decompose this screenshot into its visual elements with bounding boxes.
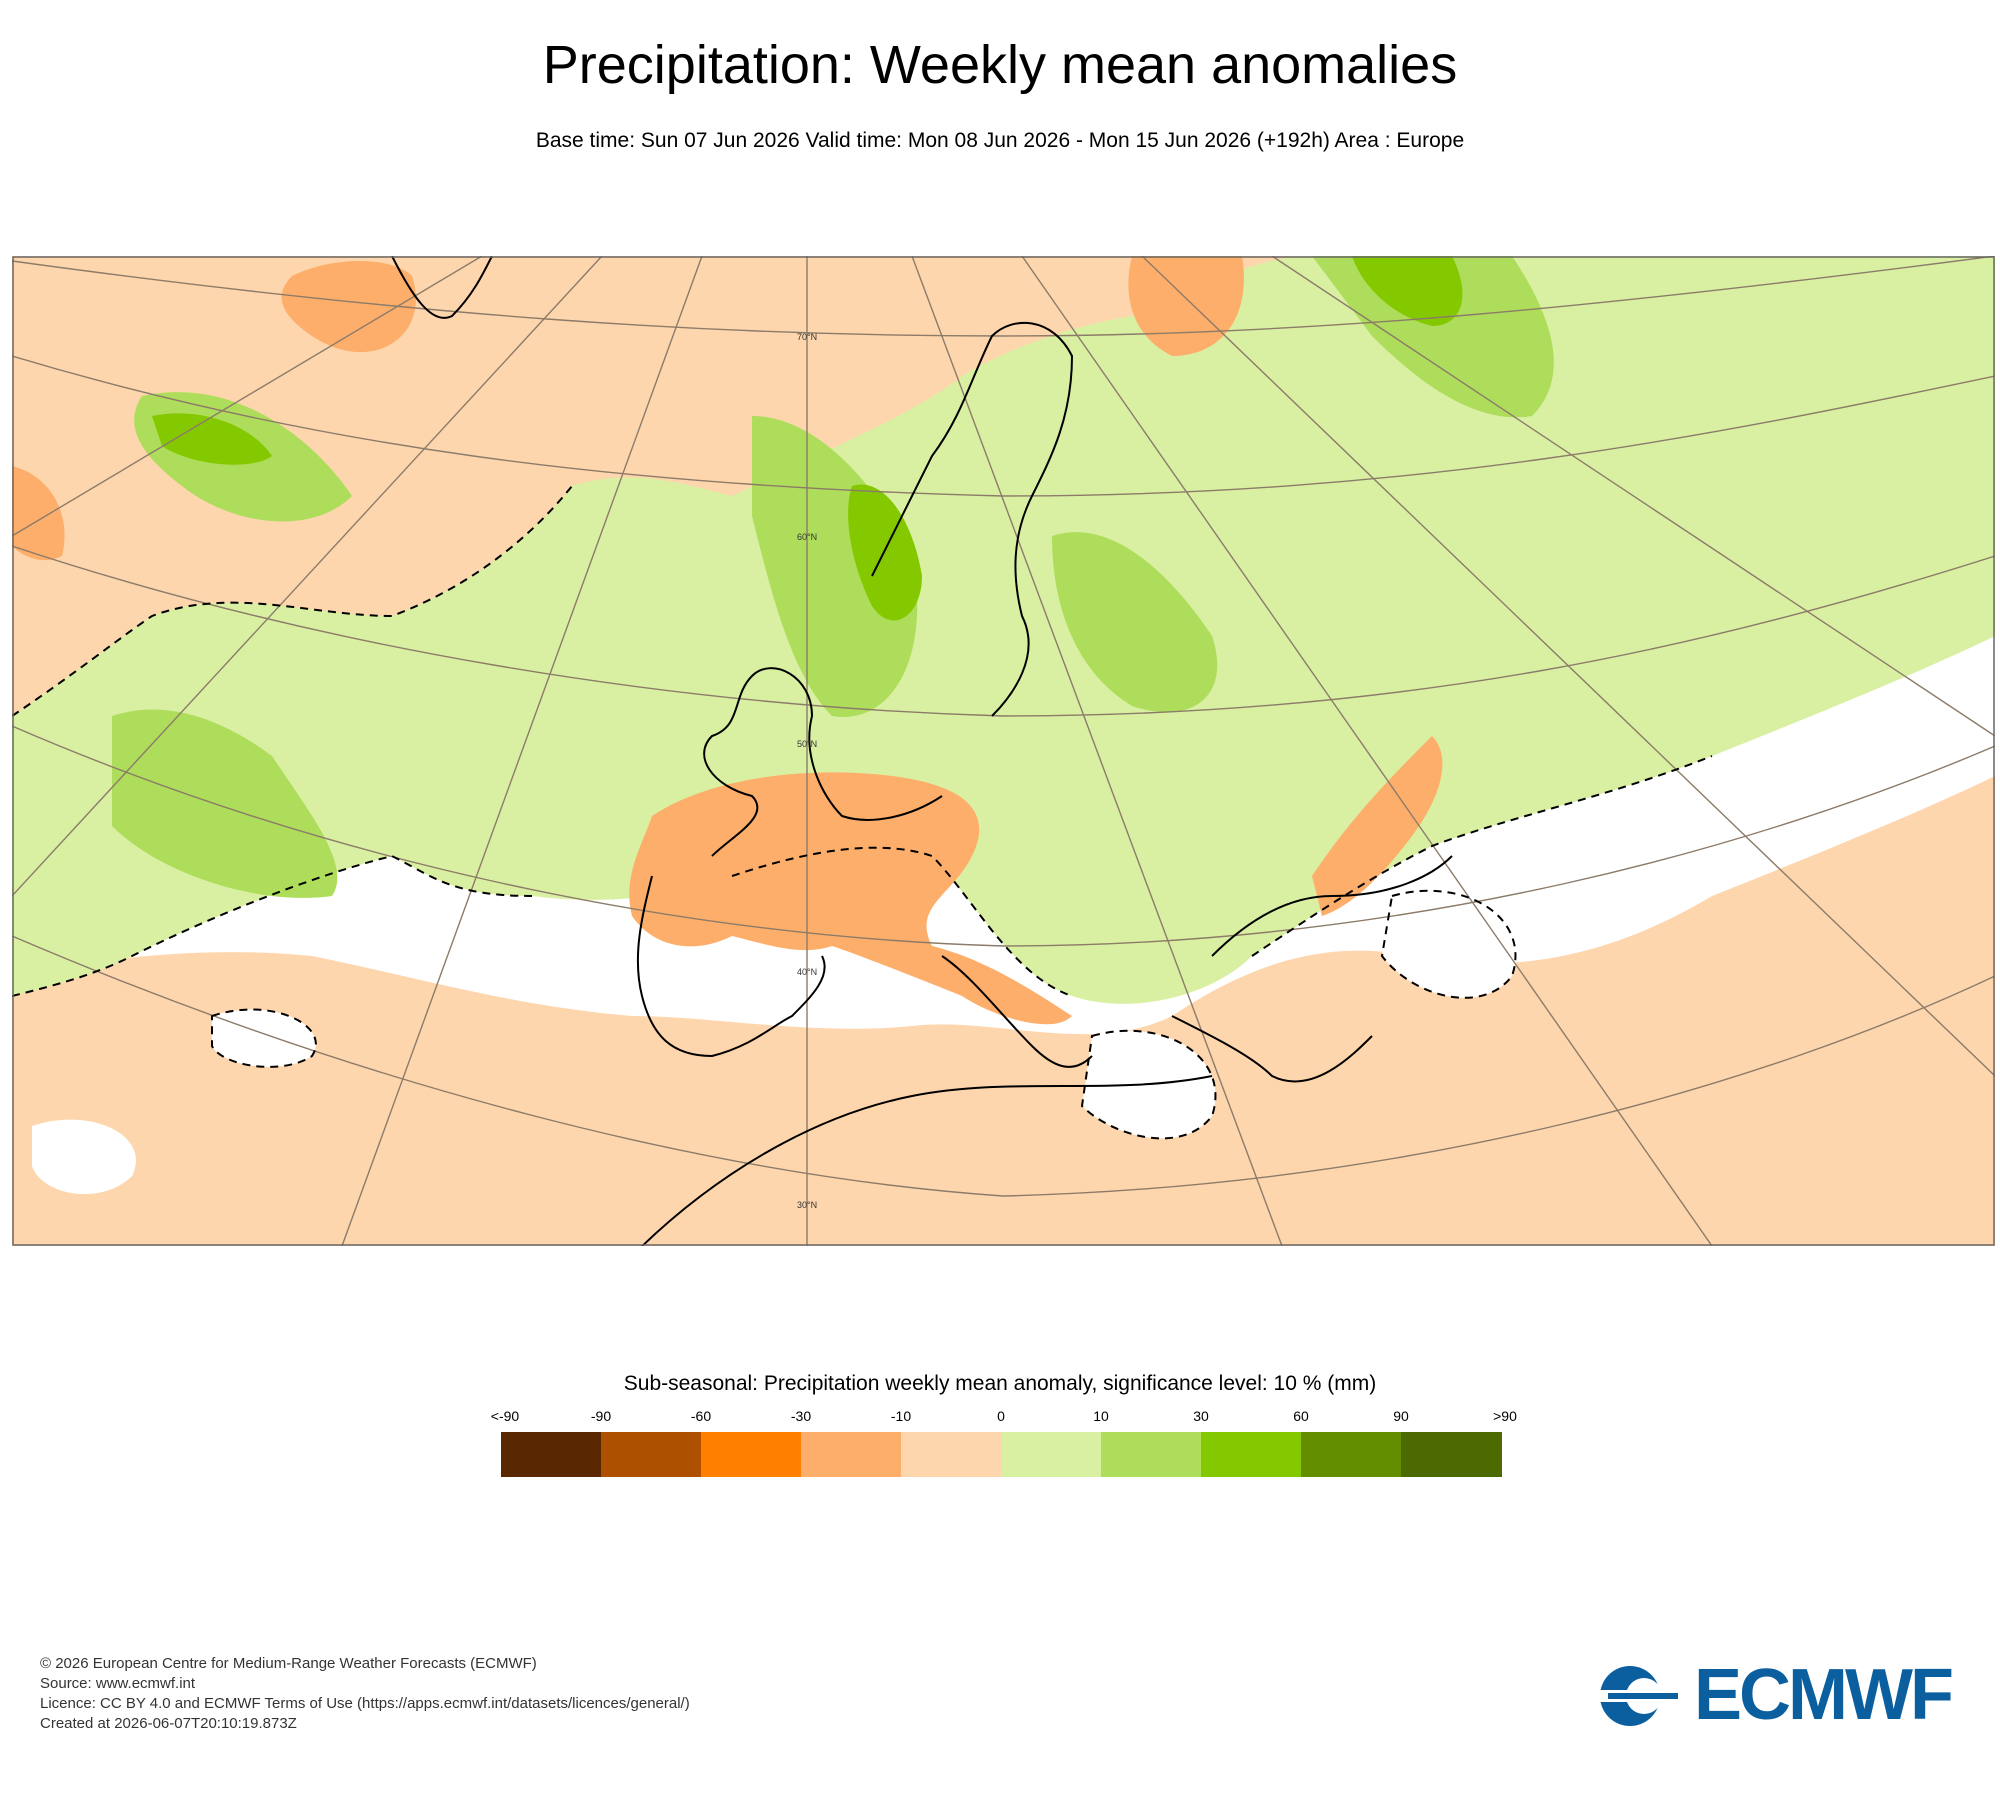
legend-tick: -60 (690, 1408, 712, 1424)
lat-label-50: 50°N (797, 739, 817, 749)
chart-subtitle: Base time: Sun 07 Jun 2026 Valid time: M… (535, 129, 1465, 152)
lat-label-60: 60°N (797, 532, 817, 542)
legend-tick: 30 (1193, 1408, 1209, 1424)
legend-tick: <-90 (490, 1408, 520, 1424)
legend-tick: >90 (1493, 1408, 1517, 1424)
copyright-text: © 2026 European Centre for Medium-Range … (40, 1655, 537, 1672)
legend-title: Sub-seasonal: Precipitation weekly mean … (623, 1372, 1377, 1395)
anomaly-map: 70°N 60°N 50°N 40°N 30°N (12, 256, 1995, 1246)
latitude-labels: 70°N 60°N 50°N 40°N 30°N (797, 332, 817, 1210)
wet-anomaly-region (1352, 256, 1463, 326)
legend-swatch (1301, 1432, 1402, 1477)
legend-tick: 60 (1293, 1408, 1309, 1424)
source-text: Source: www.ecmwf.int (40, 1675, 196, 1692)
neutral-region (32, 1119, 136, 1195)
graticule (12, 256, 1995, 1246)
footer-credits: © 2026 European Centre for Medium-Range … (40, 1654, 690, 1734)
legend-tick: -10 (890, 1408, 912, 1424)
wet-anomaly-region (752, 416, 918, 717)
lat-label-40: 40°N (797, 967, 817, 977)
legend-swatch (1101, 1432, 1202, 1477)
neutral-region (212, 1009, 316, 1067)
dry-anomaly-region (281, 261, 416, 353)
lat-label-70: 70°N (797, 332, 817, 342)
legend-swatch (1201, 1432, 1302, 1477)
legend-tick: 90 (1393, 1408, 1409, 1424)
legend-swatch (501, 1432, 602, 1477)
legend-swatch (901, 1432, 1002, 1477)
legend-swatch (1001, 1432, 1102, 1477)
created-text: Created at 2026-06-07T20:10:19.873Z (40, 1715, 297, 1732)
legend-swatch (601, 1432, 702, 1477)
lat-label-30: 30°N (797, 1200, 817, 1210)
wet-anomaly-region (152, 413, 272, 465)
legend-tick: 10 (1093, 1408, 1109, 1424)
wet-anomaly-region (848, 484, 922, 621)
neutral-region (1382, 890, 1516, 998)
wet-anomaly-region (1052, 532, 1218, 713)
wet-anomaly-region (12, 256, 1995, 1004)
wet-anomaly-region (1312, 256, 1554, 418)
legend-swatch (701, 1432, 802, 1477)
licence-text: Licence: CC BY 4.0 and ECMWF Terms of Us… (40, 1695, 690, 1712)
legend-tick: 0 (997, 1408, 1005, 1424)
dry-anomaly-region (1312, 736, 1443, 916)
legend-tick: -30 (790, 1408, 812, 1424)
dry-anomaly-region (12, 466, 65, 561)
wet-anomaly-region (112, 709, 338, 898)
map-frame (12, 256, 1995, 1246)
coastlines (391, 256, 1453, 1246)
ecmwf-logo: ECMWF (1594, 1655, 1964, 1735)
dry-anomaly-region (629, 772, 1072, 1025)
chart-title: Precipitation: Weekly mean anomalies (542, 35, 1458, 95)
legend-swatch (1401, 1432, 1502, 1477)
ecmwf-logo-text: ECMWF (1694, 1655, 1954, 1735)
significance-contours (12, 485, 1713, 1140)
legend-swatch (801, 1432, 902, 1477)
legend-tick: -90 (590, 1408, 612, 1424)
ecmwf-logo-icon (1600, 1666, 1690, 1726)
